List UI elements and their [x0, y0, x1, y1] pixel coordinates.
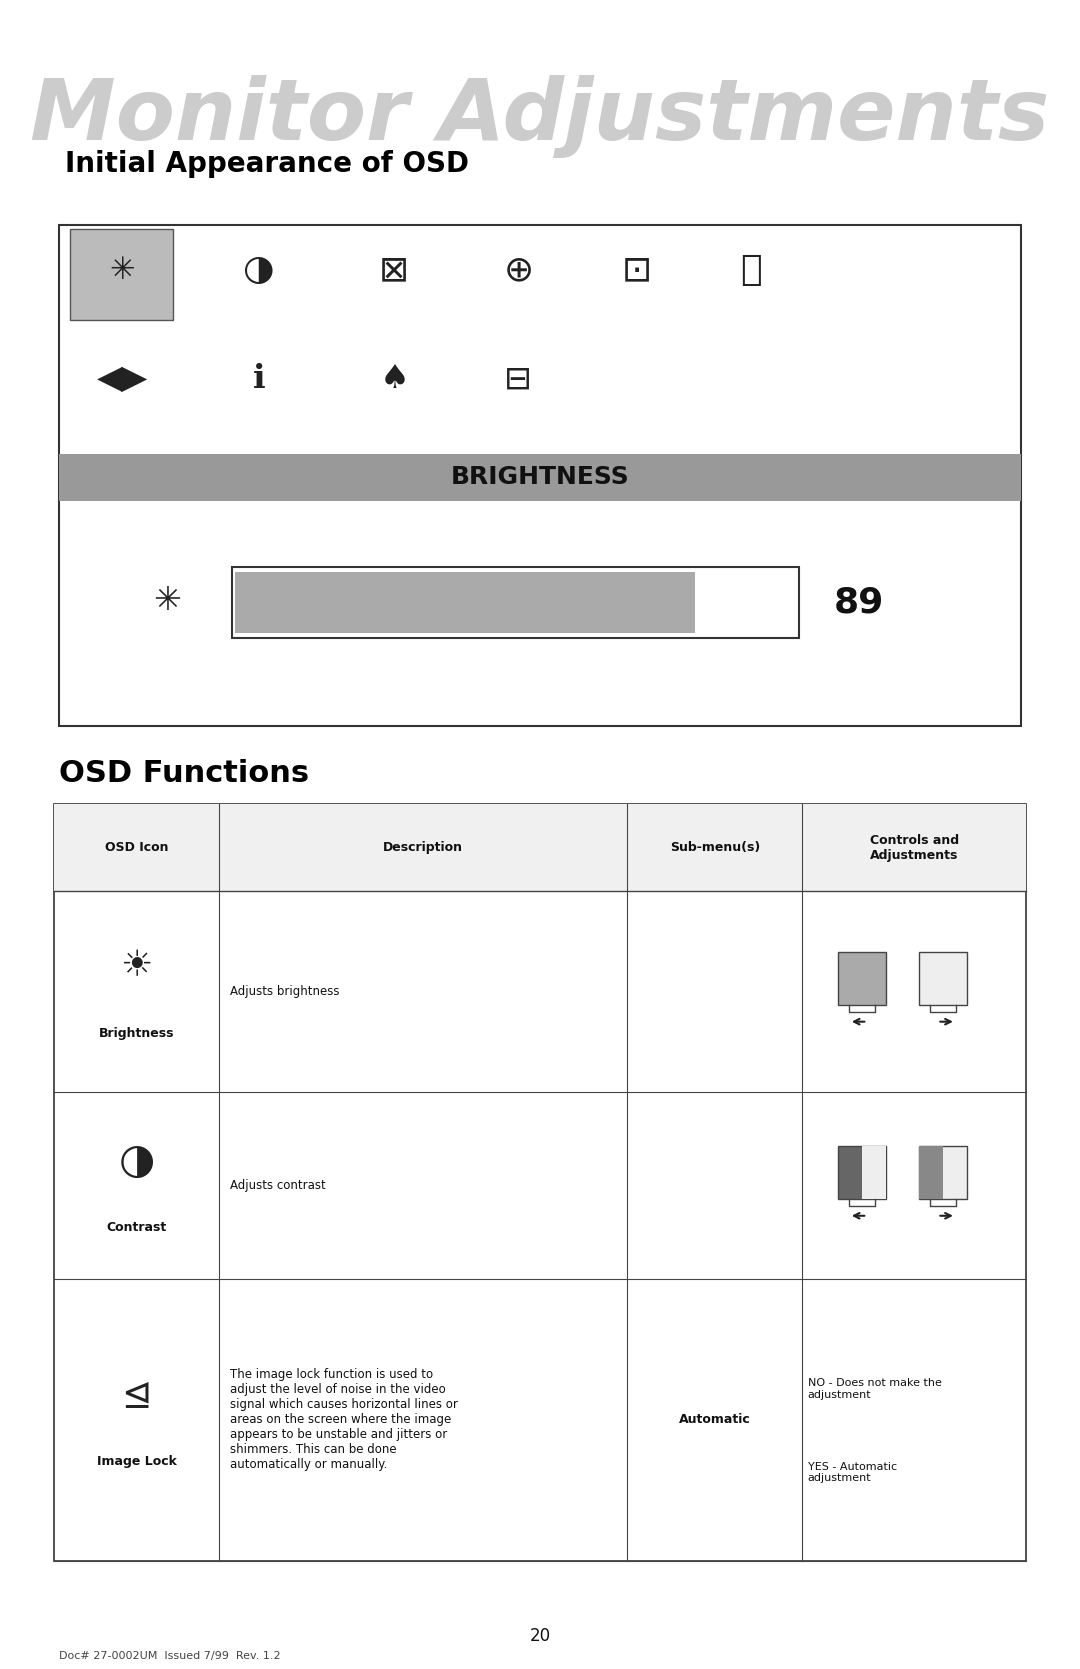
Text: Automatic: Automatic [679, 1414, 751, 1427]
Text: ☀: ☀ [121, 950, 152, 983]
Bar [919, 1145, 967, 1198]
Text: ◀▶: ◀▶ [96, 362, 148, 396]
Bar [59, 225, 1021, 726]
Text: Image Lock: Image Lock [97, 1455, 176, 1469]
Text: ⊡: ⊡ [622, 254, 652, 287]
Text: Initial Appearance of OSD: Initial Appearance of OSD [65, 150, 469, 179]
Text: Adjusts brightness: Adjusts brightness [230, 985, 339, 998]
Text: Monitor Adjustments: Monitor Adjustments [30, 75, 1050, 159]
Text: OSD Icon: OSD Icon [105, 841, 168, 855]
Bar [862, 1145, 886, 1198]
Text: Controls and
Adjustments: Controls and Adjustments [869, 834, 959, 861]
Bar [838, 1145, 886, 1198]
Bar [919, 1145, 943, 1198]
Bar [235, 572, 696, 633]
Text: Doc# 27-0002UM  Issued 7/99  Rev. 1.2: Doc# 27-0002UM Issued 7/99 Rev. 1.2 [59, 1651, 281, 1661]
Bar [232, 567, 799, 638]
Text: ⊕: ⊕ [503, 254, 534, 287]
Text: Brightness: Brightness [99, 1026, 174, 1040]
Bar [919, 951, 967, 1005]
Text: BRIGHTNESS: BRIGHTNESS [450, 466, 630, 489]
Text: The image lock function is used to
adjust the level of noise in the video
signal: The image lock function is used to adjus… [230, 1369, 458, 1472]
Text: Adjusts contrast: Adjusts contrast [230, 1180, 326, 1192]
Text: ◑: ◑ [243, 254, 275, 287]
Bar [59, 454, 1021, 501]
Text: ✳: ✳ [109, 255, 135, 285]
Text: NO - Does not make the
adjustment: NO - Does not make the adjustment [808, 1379, 942, 1400]
Text: ℹ: ℹ [253, 362, 266, 396]
Text: 🎨: 🎨 [740, 254, 761, 287]
Text: ⊠: ⊠ [379, 254, 409, 287]
Bar [54, 804, 1026, 891]
Text: Description: Description [383, 841, 463, 855]
Text: YES - Automatic
adjustment: YES - Automatic adjustment [808, 1462, 897, 1484]
Bar [70, 229, 173, 320]
Text: Contrast: Contrast [107, 1222, 166, 1233]
Text: ⊟: ⊟ [504, 362, 532, 396]
Bar [838, 951, 886, 1005]
Text: ♠: ♠ [379, 362, 409, 396]
Text: 20: 20 [529, 1627, 551, 1644]
Text: ✳: ✳ [153, 584, 181, 618]
Text: OSD Functions: OSD Functions [59, 759, 310, 788]
Text: ◑: ◑ [119, 1140, 154, 1182]
Text: Sub-menu(s): Sub-menu(s) [670, 841, 760, 855]
Bar [54, 804, 1026, 1561]
Text: 89: 89 [834, 586, 883, 619]
Text: ⊴: ⊴ [121, 1379, 152, 1412]
